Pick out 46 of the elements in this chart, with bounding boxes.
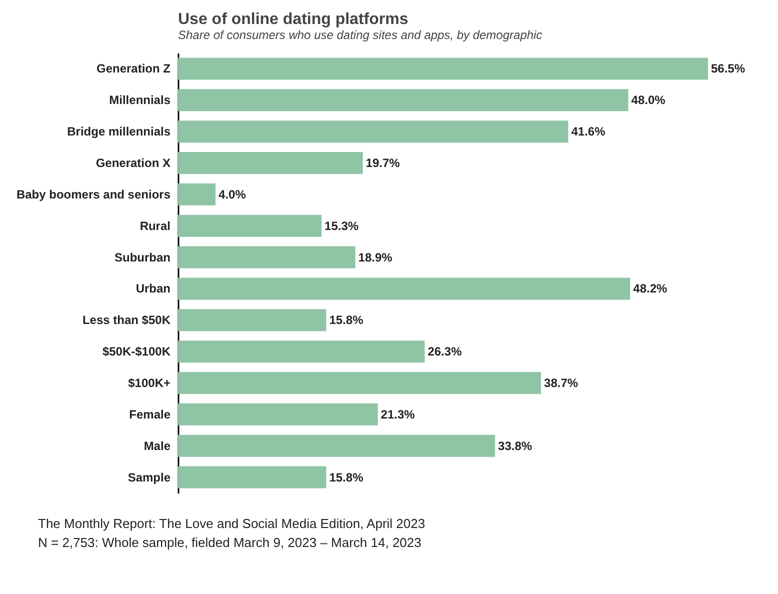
text: The Monthly Report: The Love and Social Media Edition, April 2023: [38, 515, 426, 533]
y-tick-label: Millennials: [109, 93, 171, 108]
y-tick-label: Male: [144, 438, 171, 453]
data-label: 56.5%: [711, 62, 746, 76]
y-tick-label: Bridge millennials: [67, 124, 171, 139]
data-label: 15.8%: [329, 313, 364, 328]
y-tick-label: $50K-$100K: [102, 344, 171, 359]
data-label: 48.2%: [633, 282, 668, 296]
data-label: 33.8%: [498, 438, 532, 453]
y-tick-label: Baby boomers and seniors: [16, 187, 171, 202]
bar: [178, 309, 326, 332]
data-label: 4.0%: [218, 187, 246, 202]
data-label: 41.6%: [571, 124, 606, 139]
bar: [178, 183, 216, 206]
data-label: 26.3%: [428, 344, 462, 359]
bar: [178, 89, 628, 112]
bar: [178, 58, 708, 80]
bar: [178, 120, 568, 143]
chart-subtitle: Share of consumers who use dating sites and apps, by demographic: [178, 28, 542, 42]
bar: [178, 246, 356, 268]
bar: [178, 403, 378, 426]
y-tick-label: Urban: [136, 282, 170, 296]
y-tick-label: Suburban: [114, 250, 170, 264]
bar: [178, 214, 322, 237]
text: N = 2,753: Whole sample, fielded March 9, 2023 – March 14, 2023: [38, 534, 422, 552]
y-tick-label: Generation Z: [96, 62, 170, 76]
bar: [178, 340, 425, 363]
data-label: 15.3%: [324, 218, 359, 233]
data-label: 21.3%: [380, 407, 416, 422]
y-tick-label: $100K+: [128, 376, 170, 390]
y-tick-label: Generation X: [96, 156, 170, 170]
y-tick-label: Sample: [128, 470, 171, 484]
data-label: 15.8%: [329, 470, 364, 484]
bar: [178, 278, 630, 300]
data-label: 48.0%: [631, 93, 666, 108]
bar: [178, 434, 496, 457]
bar: [178, 152, 363, 174]
y-tick-label: Less than $50K: [82, 313, 171, 328]
data-label: 38.7%: [544, 376, 578, 390]
data-label: 18.9%: [358, 250, 393, 264]
chart-title: Use of online dating platforms: [178, 11, 408, 28]
y-tick-label: Rural: [140, 218, 170, 233]
bar: [178, 466, 326, 488]
bar: [178, 372, 542, 394]
data-label: 19.7%: [366, 156, 400, 170]
y-tick-label: Female: [129, 407, 171, 422]
